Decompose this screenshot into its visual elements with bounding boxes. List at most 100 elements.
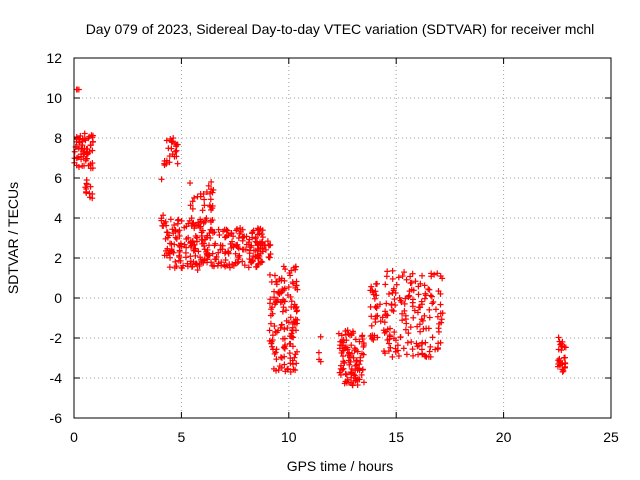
data-point bbox=[418, 316, 425, 323]
data-point bbox=[291, 301, 298, 308]
data-point bbox=[405, 293, 412, 300]
data-point bbox=[426, 306, 433, 313]
data-point bbox=[359, 366, 366, 373]
data-point bbox=[281, 277, 288, 284]
data-point bbox=[273, 281, 280, 288]
data-point bbox=[273, 367, 280, 374]
data-point bbox=[401, 269, 408, 276]
data-point bbox=[171, 222, 178, 229]
data-point bbox=[266, 271, 273, 278]
data-point bbox=[183, 223, 190, 230]
data-point bbox=[177, 240, 184, 247]
data-point bbox=[71, 148, 78, 155]
data-point bbox=[192, 245, 199, 252]
data-point bbox=[211, 229, 218, 236]
data-point bbox=[173, 235, 180, 242]
data-point bbox=[402, 312, 409, 319]
data-point bbox=[175, 257, 182, 264]
data-point bbox=[172, 234, 179, 241]
data-point bbox=[215, 226, 222, 233]
data-point bbox=[271, 272, 278, 279]
data-point bbox=[316, 356, 323, 363]
data-point bbox=[415, 291, 422, 298]
data-point bbox=[385, 290, 392, 297]
data-point bbox=[187, 180, 194, 187]
data-point bbox=[228, 230, 235, 237]
data-point bbox=[271, 350, 278, 357]
data-point bbox=[191, 225, 198, 232]
data-point bbox=[195, 248, 202, 255]
data-point bbox=[160, 212, 167, 219]
data-point bbox=[78, 156, 85, 163]
data-point bbox=[234, 260, 241, 267]
data-point bbox=[289, 327, 296, 334]
data-point bbox=[389, 275, 396, 282]
data-point bbox=[275, 367, 282, 374]
data-point bbox=[377, 301, 384, 308]
data-point bbox=[415, 283, 422, 290]
data-point bbox=[407, 273, 414, 280]
data-point bbox=[269, 304, 276, 311]
data-point bbox=[178, 217, 185, 224]
data-point bbox=[399, 273, 406, 280]
data-point bbox=[240, 246, 247, 253]
data-point bbox=[259, 238, 266, 245]
data-point bbox=[276, 276, 283, 283]
data-point bbox=[169, 226, 176, 233]
data-point bbox=[261, 242, 268, 249]
data-point bbox=[194, 266, 201, 273]
data-point bbox=[369, 332, 376, 339]
data-point bbox=[215, 260, 222, 267]
data-point bbox=[383, 300, 390, 307]
data-point bbox=[349, 328, 356, 335]
data-point bbox=[262, 241, 269, 248]
data-point bbox=[239, 258, 246, 265]
data-point bbox=[419, 272, 426, 279]
data-point bbox=[208, 259, 215, 266]
data-point bbox=[206, 252, 213, 259]
data-point bbox=[178, 243, 185, 250]
data-point bbox=[353, 376, 360, 383]
data-point bbox=[351, 345, 358, 352]
data-point bbox=[254, 239, 261, 246]
data-point bbox=[73, 86, 80, 93]
data-point bbox=[340, 365, 347, 372]
data-point bbox=[257, 225, 264, 232]
data-point bbox=[171, 264, 178, 271]
data-point bbox=[380, 327, 387, 334]
data-point bbox=[247, 244, 254, 251]
data-point bbox=[288, 298, 295, 305]
data-point bbox=[89, 147, 96, 154]
data-point bbox=[340, 358, 347, 365]
data-point bbox=[409, 346, 416, 353]
data-point bbox=[83, 176, 90, 183]
data-point bbox=[168, 240, 175, 247]
data-point bbox=[266, 327, 273, 334]
data-point bbox=[234, 244, 241, 251]
data-point bbox=[293, 308, 300, 315]
data-point bbox=[273, 356, 280, 363]
data-point bbox=[200, 191, 207, 198]
x-tick-label: 5 bbox=[178, 429, 186, 445]
data-point bbox=[198, 236, 205, 243]
data-point bbox=[385, 348, 392, 355]
data-point bbox=[395, 274, 402, 281]
data-point bbox=[234, 226, 241, 233]
data-point bbox=[358, 371, 365, 378]
data-point bbox=[168, 247, 175, 254]
data-point bbox=[560, 367, 567, 374]
data-point bbox=[350, 377, 357, 384]
data-point bbox=[412, 278, 419, 285]
x-axis-label: GPS time / hours bbox=[287, 458, 394, 474]
data-point bbox=[207, 190, 214, 197]
data-point bbox=[241, 262, 248, 269]
data-point bbox=[176, 248, 183, 255]
data-point bbox=[254, 254, 261, 261]
data-point bbox=[197, 256, 204, 263]
data-point bbox=[271, 294, 278, 301]
data-point bbox=[402, 326, 409, 333]
data-point bbox=[281, 326, 288, 333]
data-point bbox=[172, 140, 179, 147]
data-point bbox=[173, 153, 180, 160]
